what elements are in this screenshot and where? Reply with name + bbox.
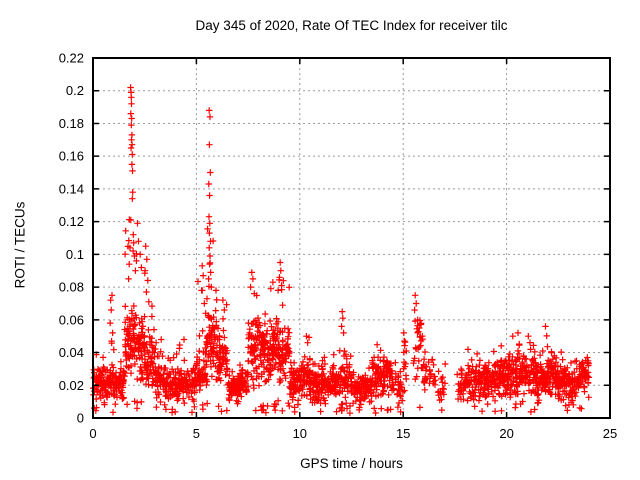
x-axis-label: GPS time / hours <box>300 456 403 471</box>
y-tick-label: 0.22 <box>59 51 84 66</box>
x-tick-label: 10 <box>293 426 307 441</box>
y-tick-label: 0.06 <box>59 312 84 327</box>
y-tick-label: 0 <box>77 411 84 426</box>
x-tick-label: 15 <box>396 426 410 441</box>
y-tick-label: 0.08 <box>59 280 84 295</box>
y-tick-label: 0.2 <box>66 83 84 98</box>
y-tick-label: 0.1 <box>66 247 84 262</box>
x-tick-label: 25 <box>603 426 617 441</box>
y-tick-label: 0.12 <box>59 214 84 229</box>
data-points <box>90 84 593 417</box>
y-tick-label: 0.04 <box>59 345 84 360</box>
axis-border <box>92 57 611 419</box>
x-tick-label: 20 <box>499 426 513 441</box>
chart-title: Day 345 of 2020, Rate Of TEC Index for r… <box>195 18 508 33</box>
tick-marks <box>92 57 611 419</box>
grid-lines <box>93 58 610 418</box>
x-tick-label: 0 <box>89 426 96 441</box>
y-tick-label: 0.16 <box>59 149 84 164</box>
y-tick-label: 0.02 <box>59 378 84 393</box>
y-tick-label: 0.18 <box>59 116 84 131</box>
y-tick-label: 0.14 <box>59 181 84 196</box>
x-tick-label: 5 <box>193 426 200 441</box>
